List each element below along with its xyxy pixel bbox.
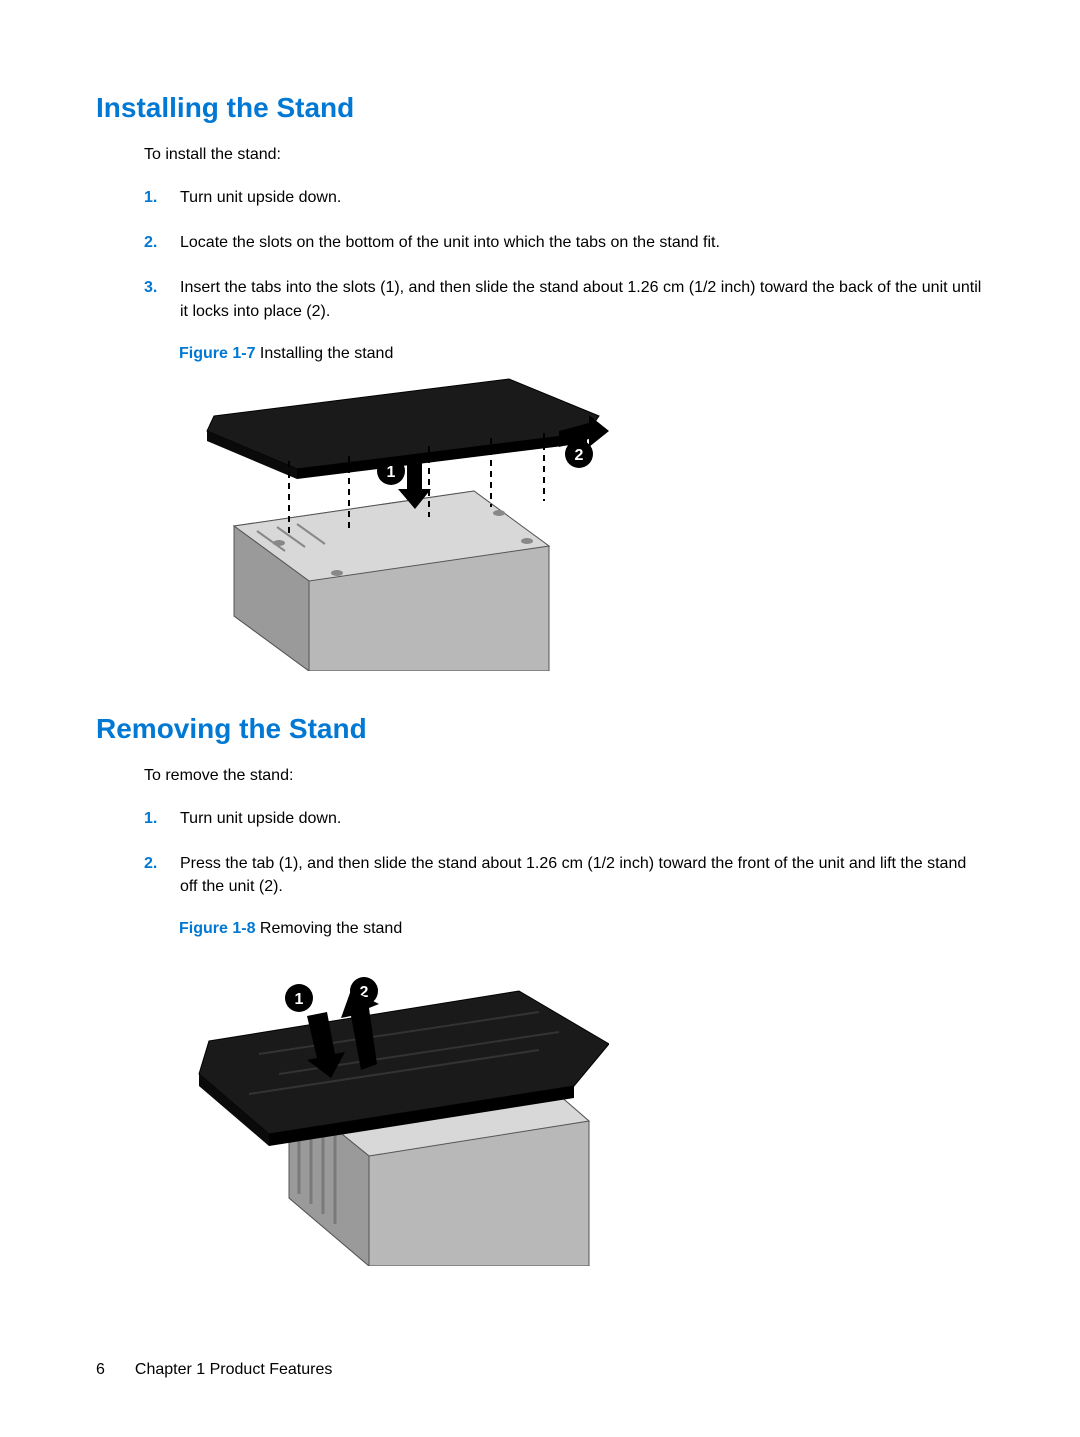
heading-removing: Removing the Stand bbox=[96, 713, 984, 745]
step-text: Turn unit upside down. bbox=[180, 807, 984, 830]
step-text: Locate the slots on the bottom of the un… bbox=[180, 231, 984, 254]
step-number: 1. bbox=[144, 807, 174, 830]
step-number: 2. bbox=[144, 231, 174, 254]
figure-label-text: Installing the stand bbox=[255, 345, 393, 362]
figure-label-bold: Figure 1-7 bbox=[179, 345, 255, 362]
steps-installing: 1. Turn unit upside down. 2. Locate the … bbox=[144, 186, 984, 323]
step-text: Insert the tabs into the slots (1), and … bbox=[180, 276, 984, 322]
figure-removing: 1 2 bbox=[179, 946, 984, 1266]
list-item: 2. Locate the slots on the bottom of the… bbox=[144, 231, 984, 254]
steps-removing: 1. Turn unit upside down. 2. Press the t… bbox=[144, 807, 984, 899]
figure-installing-svg: 1 2 bbox=[179, 371, 609, 671]
page-content: Installing the Stand To install the stan… bbox=[0, 0, 1080, 1266]
callout-1: 1 bbox=[387, 464, 396, 481]
heading-installing: Installing the Stand bbox=[96, 92, 984, 124]
figure-installing: 1 2 bbox=[179, 371, 984, 671]
step-number: 1. bbox=[144, 186, 174, 209]
page-footer: 6 Chapter 1 Product Features bbox=[96, 1361, 332, 1379]
list-item: 3. Insert the tabs into the slots (1), a… bbox=[144, 276, 984, 322]
figure-caption: Figure 1-7 Installing the stand bbox=[179, 345, 984, 363]
figure-removing-svg: 1 2 bbox=[179, 946, 609, 1266]
callout-1: 1 bbox=[295, 991, 304, 1008]
list-item: 2. Press the tab (1), and then slide the… bbox=[144, 852, 984, 898]
step-text: Turn unit upside down. bbox=[180, 186, 984, 209]
step-text: Press the tab (1), and then slide the st… bbox=[180, 852, 984, 898]
figure-label-bold: Figure 1-8 bbox=[179, 920, 255, 937]
intro-installing: To install the stand: bbox=[144, 146, 984, 164]
step-number: 3. bbox=[144, 276, 174, 322]
callout-2: 2 bbox=[575, 447, 584, 464]
list-item: 1. Turn unit upside down. bbox=[144, 807, 984, 830]
chapter-label: Chapter 1 Product Features bbox=[135, 1361, 332, 1378]
figure-label-text: Removing the stand bbox=[255, 920, 402, 937]
page-number: 6 bbox=[96, 1361, 105, 1378]
figure-caption: Figure 1-8 Removing the stand bbox=[179, 920, 984, 938]
intro-removing: To remove the stand: bbox=[144, 767, 984, 785]
step-number: 2. bbox=[144, 852, 174, 898]
list-item: 1. Turn unit upside down. bbox=[144, 186, 984, 209]
